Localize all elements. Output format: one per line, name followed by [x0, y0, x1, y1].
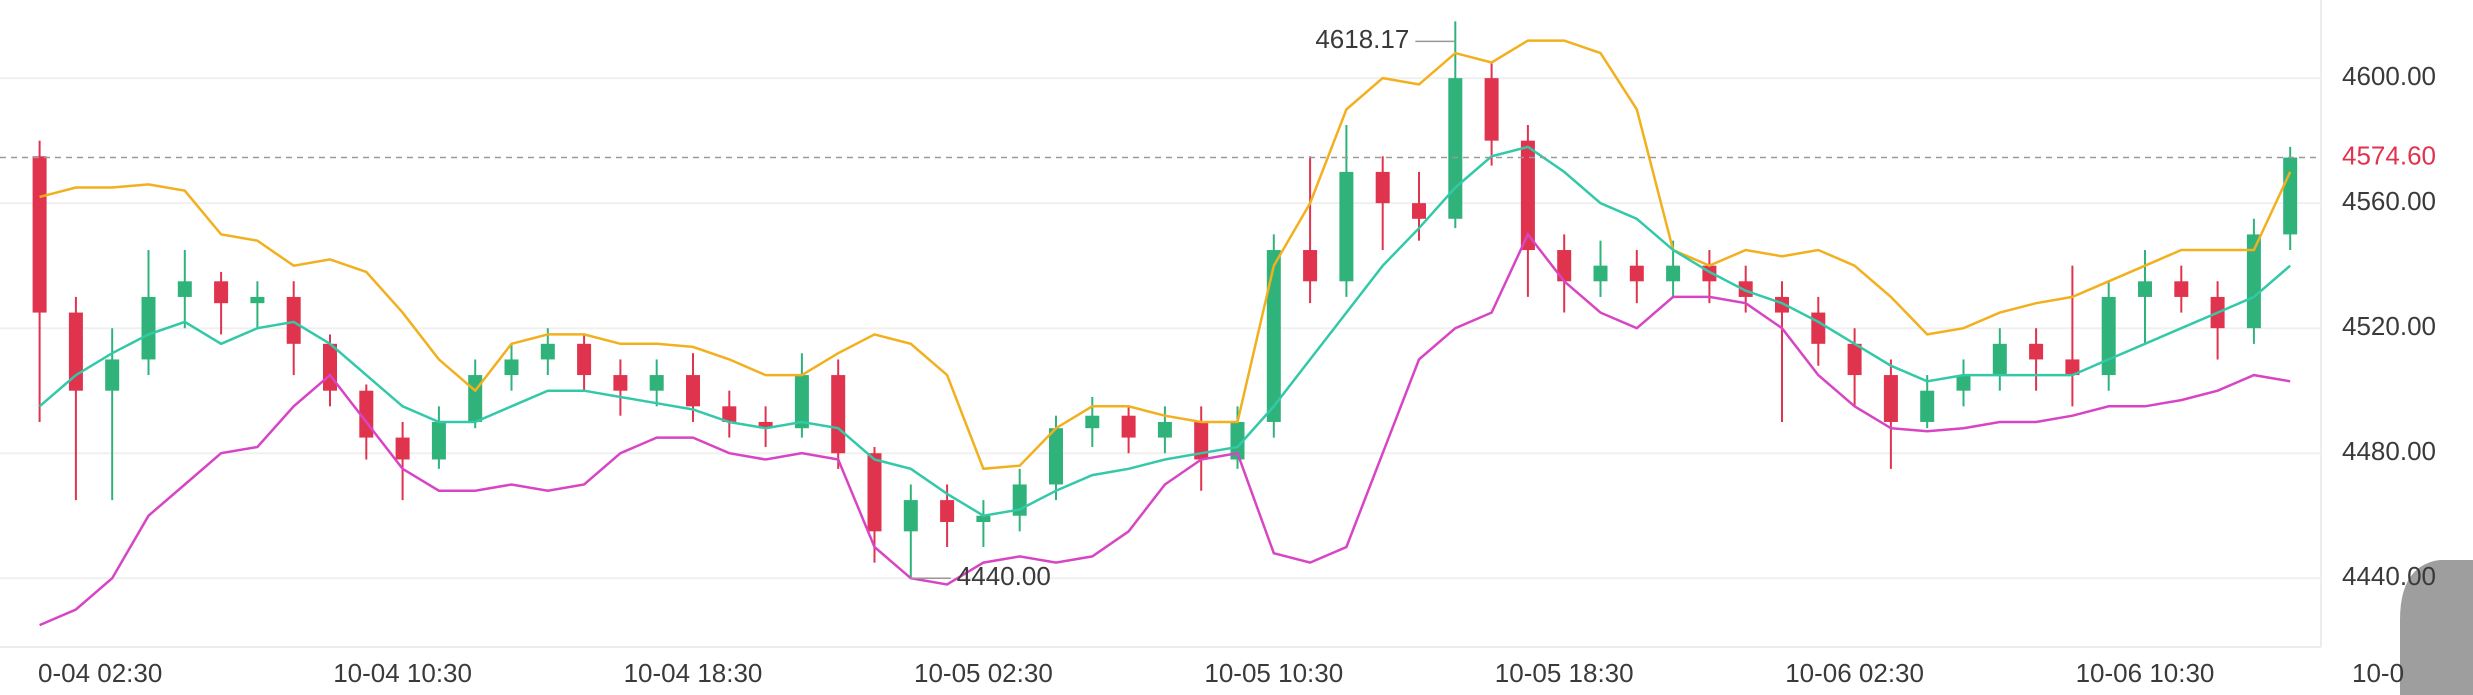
candle-body	[177, 281, 192, 297]
candle-body	[141, 296, 156, 360]
candle-body	[1956, 375, 1971, 391]
candle-body	[1847, 343, 1862, 376]
candle-body	[758, 421, 773, 429]
x-tick-label: 10-06 10:30	[2076, 658, 2215, 688]
candle-body	[1375, 171, 1390, 204]
candle-body	[504, 359, 519, 376]
candle-body	[613, 375, 628, 391]
y-tick-label: 4600.00	[2342, 61, 2436, 91]
candle-body	[867, 453, 882, 532]
candle-body	[2138, 281, 2152, 297]
candle-body	[214, 281, 229, 304]
x-tick-label: 10-0	[2352, 658, 2404, 688]
candle-body	[1157, 421, 1172, 438]
candle-body	[1811, 312, 1826, 344]
candle-body	[1448, 78, 1463, 219]
candle-body	[1303, 250, 1318, 282]
candle-body	[686, 375, 700, 407]
y-tick-label: 4560.00	[2342, 186, 2436, 216]
band-line	[39, 232, 2291, 627]
candle-body	[903, 500, 918, 532]
candle-body	[2174, 281, 2189, 297]
candle-body	[1194, 421, 1209, 460]
candle-body	[1266, 250, 1281, 422]
candle-body	[577, 343, 592, 376]
candle-body	[1883, 375, 1898, 422]
candle-body	[468, 375, 483, 422]
floating-button[interactable]	[2400, 560, 2473, 695]
candle-body	[105, 359, 120, 391]
band-line	[39, 39, 2292, 471]
x-tick-label: 10-05 10:30	[1204, 658, 1343, 688]
candle-body	[2246, 234, 2261, 329]
max-label: 4618.17	[1315, 24, 1409, 54]
y-tick-label: 4520.00	[2342, 311, 2436, 341]
candle-body	[1412, 203, 1426, 219]
candle-body	[1049, 428, 1063, 485]
candle-body	[395, 437, 410, 460]
candle-body	[940, 500, 955, 522]
candle-body	[2029, 343, 2044, 360]
candle-body	[2283, 157, 2298, 235]
candle-body	[649, 375, 664, 391]
candle-body	[1629, 265, 1644, 282]
candle-body	[1121, 415, 1136, 438]
candle-body	[1339, 171, 1354, 282]
candle-body	[1085, 415, 1100, 429]
candles	[32, 21, 2298, 579]
candle-body	[323, 343, 337, 391]
candle-body	[1557, 250, 1572, 282]
band-line	[38, 145, 2292, 518]
candle-body	[1484, 78, 1499, 141]
candle-body	[32, 156, 47, 313]
last-price-bg	[2330, 141, 2470, 174]
candle-body	[68, 312, 83, 391]
candle-body	[2101, 296, 2116, 376]
candle-body	[1593, 265, 1608, 282]
candle-body	[1666, 265, 1681, 282]
x-tick-label: 10-04 10:30	[333, 658, 472, 688]
candle-body	[431, 421, 446, 460]
candle-body	[794, 375, 809, 429]
candle-body	[1230, 421, 1245, 460]
candle-body	[1920, 390, 1935, 422]
candle-body	[2065, 359, 2080, 376]
candle-body	[976, 515, 991, 522]
x-tick-label: 10-05 02:30	[914, 658, 1053, 688]
last-price-label: 4574.60	[2342, 140, 2436, 170]
candle-body	[250, 296, 265, 304]
x-tick-label: 10-06 02:30	[1785, 658, 1924, 688]
x-tick-label: 10-05 18:30	[1495, 658, 1634, 688]
y-tick-label: 4440.00	[2342, 561, 2436, 591]
candle-body	[1520, 140, 1535, 251]
x-tick-label: 10-04 18:30	[624, 658, 763, 688]
candle-body	[1992, 343, 2007, 376]
y-tick-label: 4480.00	[2342, 436, 2436, 466]
candle-body	[831, 375, 846, 454]
x-tick-label: 0-04 02:30	[38, 658, 162, 688]
candle-body	[540, 343, 555, 360]
candle-body	[286, 296, 301, 344]
min-label: 4440.00	[957, 561, 1051, 591]
candle-body	[722, 406, 737, 422]
